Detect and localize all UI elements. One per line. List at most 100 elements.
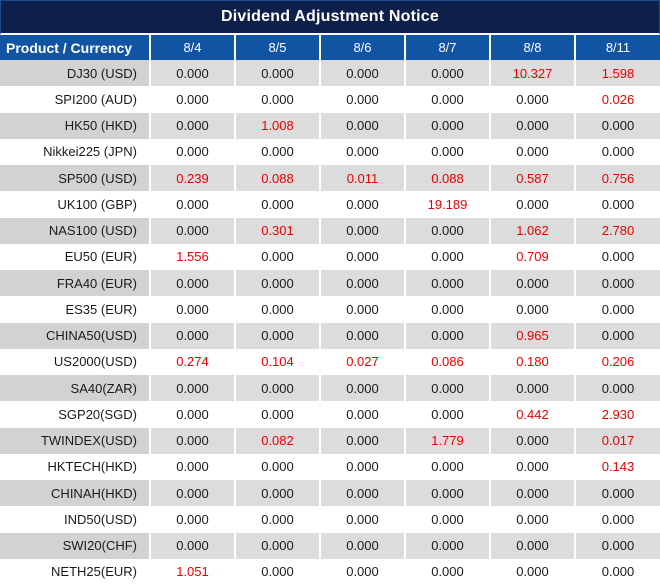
- product-cell: HK50 (HKD): [0, 112, 151, 139]
- value-cell: 0.000: [320, 532, 406, 559]
- value-cell: 0.000: [575, 322, 660, 349]
- value-cell: 0.000: [320, 296, 406, 323]
- column-header-date: 8/11: [575, 35, 660, 60]
- value-cell: 0.206: [575, 348, 660, 375]
- value-cell: 0.274: [150, 348, 236, 375]
- product-cell: TWINDEX(USD): [0, 427, 151, 454]
- value-cell: 0.000: [320, 558, 406, 585]
- table-row: IND50(USD) 0.000 0.000 0.000 0.000 0.000 0.000: [0, 506, 660, 533]
- value-cell: 0.000: [235, 453, 321, 480]
- value-cell: 0.000: [320, 453, 406, 480]
- value-cell: 0.000: [320, 138, 406, 165]
- table-row: SP500 (USD) 0.239 0.088 0.011 0.088 0.587 0.75…: [0, 165, 660, 192]
- product-cell: CHINA50(USD): [0, 322, 151, 349]
- product-cell: EU50 (EUR): [0, 243, 151, 270]
- value-cell: 0.000: [150, 532, 236, 559]
- value-cell: 0.000: [575, 191, 660, 218]
- value-cell: 0.000: [150, 217, 236, 244]
- product-cell: SPI200 (AUD): [0, 86, 151, 113]
- title-bar: Dividend Adjustment Notice: [0, 0, 660, 35]
- value-cell: 0.000: [235, 480, 321, 507]
- table-body: DJ30 (USD) 0.000 0.000 0.000 0.000 10.327 1.59…: [0, 60, 660, 585]
- value-cell: 0.000: [575, 296, 660, 323]
- value-cell: 0.000: [575, 138, 660, 165]
- value-cell: 0.000: [150, 375, 236, 402]
- value-cell: 0.000: [405, 506, 491, 533]
- table-row: FRA40 (EUR) 0.000 0.000 0.000 0.000 0.000 0.00…: [0, 270, 660, 297]
- value-cell: 0.000: [490, 86, 576, 113]
- value-cell: 0.000: [235, 138, 321, 165]
- value-cell: 0.000: [235, 532, 321, 559]
- value-cell: 0.000: [490, 270, 576, 297]
- value-cell: 1.051: [150, 558, 236, 585]
- value-cell: 0.000: [235, 322, 321, 349]
- column-header-date: 8/8: [490, 35, 576, 60]
- value-cell: 0.000: [405, 112, 491, 139]
- value-cell: 0.000: [405, 532, 491, 559]
- value-cell: 0.000: [405, 322, 491, 349]
- table-row: SWI20(CHF) 0.000 0.000 0.000 0.000 0.000 0.000: [0, 532, 660, 559]
- table-row: SA40(ZAR) 0.000 0.000 0.000 0.000 0.000 0.000: [0, 375, 660, 402]
- value-cell: 0.000: [150, 480, 236, 507]
- value-cell: 0.000: [405, 217, 491, 244]
- value-cell: 0.000: [490, 296, 576, 323]
- value-cell: 0.000: [235, 270, 321, 297]
- value-cell: 0.000: [575, 532, 660, 559]
- value-cell: 0.000: [405, 86, 491, 113]
- value-cell: 0.000: [150, 138, 236, 165]
- value-cell: 0.000: [405, 480, 491, 507]
- value-cell: 0.000: [235, 86, 321, 113]
- value-cell: 0.000: [405, 401, 491, 428]
- product-cell: SGP20(SGD): [0, 401, 151, 428]
- product-cell: IND50(USD): [0, 506, 151, 533]
- value-cell: 0.000: [490, 191, 576, 218]
- table-row: CHINAH(HKD) 0.000 0.000 0.000 0.000 0.000 0.00…: [0, 480, 660, 507]
- product-cell: NETH25(EUR): [0, 558, 151, 585]
- value-cell: 0.000: [150, 506, 236, 533]
- value-cell: 0.000: [405, 558, 491, 585]
- value-cell: 2.930: [575, 401, 660, 428]
- value-cell: 0.143: [575, 453, 660, 480]
- value-cell: 0.000: [575, 112, 660, 139]
- value-cell: 0.088: [405, 165, 491, 192]
- product-cell: CHINAH(HKD): [0, 480, 151, 507]
- value-cell: 0.000: [320, 375, 406, 402]
- table-row: SGP20(SGD) 0.000 0.000 0.000 0.000 0.442 2.930: [0, 401, 660, 428]
- value-cell: 0.000: [320, 480, 406, 507]
- value-cell: 0.000: [575, 243, 660, 270]
- value-cell: 0.000: [405, 375, 491, 402]
- product-cell: NAS100 (USD): [0, 217, 151, 244]
- table-row: HKTECH(HKD) 0.000 0.000 0.000 0.000 0.000 0.14…: [0, 453, 660, 480]
- value-cell: 0.000: [575, 375, 660, 402]
- value-cell: 0.000: [320, 506, 406, 533]
- table-row: NETH25(EUR) 1.051 0.000 0.000 0.000 0.000 0.00…: [0, 558, 660, 585]
- product-cell: ES35 (EUR): [0, 296, 151, 323]
- value-cell: 0.000: [320, 112, 406, 139]
- value-cell: 0.000: [405, 453, 491, 480]
- value-cell: 1.556: [150, 243, 236, 270]
- value-cell: 0.756: [575, 165, 660, 192]
- value-cell: 0.000: [150, 191, 236, 218]
- value-cell: 0.000: [320, 243, 406, 270]
- value-cell: 0.000: [405, 138, 491, 165]
- column-header-date: 8/4: [150, 35, 236, 60]
- product-cell: US2000(USD): [0, 348, 151, 375]
- value-cell: 0.000: [235, 375, 321, 402]
- value-cell: 0.000: [150, 86, 236, 113]
- value-cell: 0.301: [235, 217, 321, 244]
- value-cell: 0.000: [150, 296, 236, 323]
- value-cell: 0.000: [405, 296, 491, 323]
- value-cell: 0.000: [575, 558, 660, 585]
- value-cell: 0.180: [490, 348, 576, 375]
- value-cell: 0.000: [490, 375, 576, 402]
- value-cell: 0.104: [235, 348, 321, 375]
- value-cell: 0.000: [320, 322, 406, 349]
- value-cell: 0.000: [150, 322, 236, 349]
- value-cell: 0.000: [405, 270, 491, 297]
- value-cell: 0.000: [150, 270, 236, 297]
- value-cell: 0.000: [235, 243, 321, 270]
- value-cell: 0.587: [490, 165, 576, 192]
- value-cell: 1.008: [235, 112, 321, 139]
- product-cell: FRA40 (EUR): [0, 270, 151, 297]
